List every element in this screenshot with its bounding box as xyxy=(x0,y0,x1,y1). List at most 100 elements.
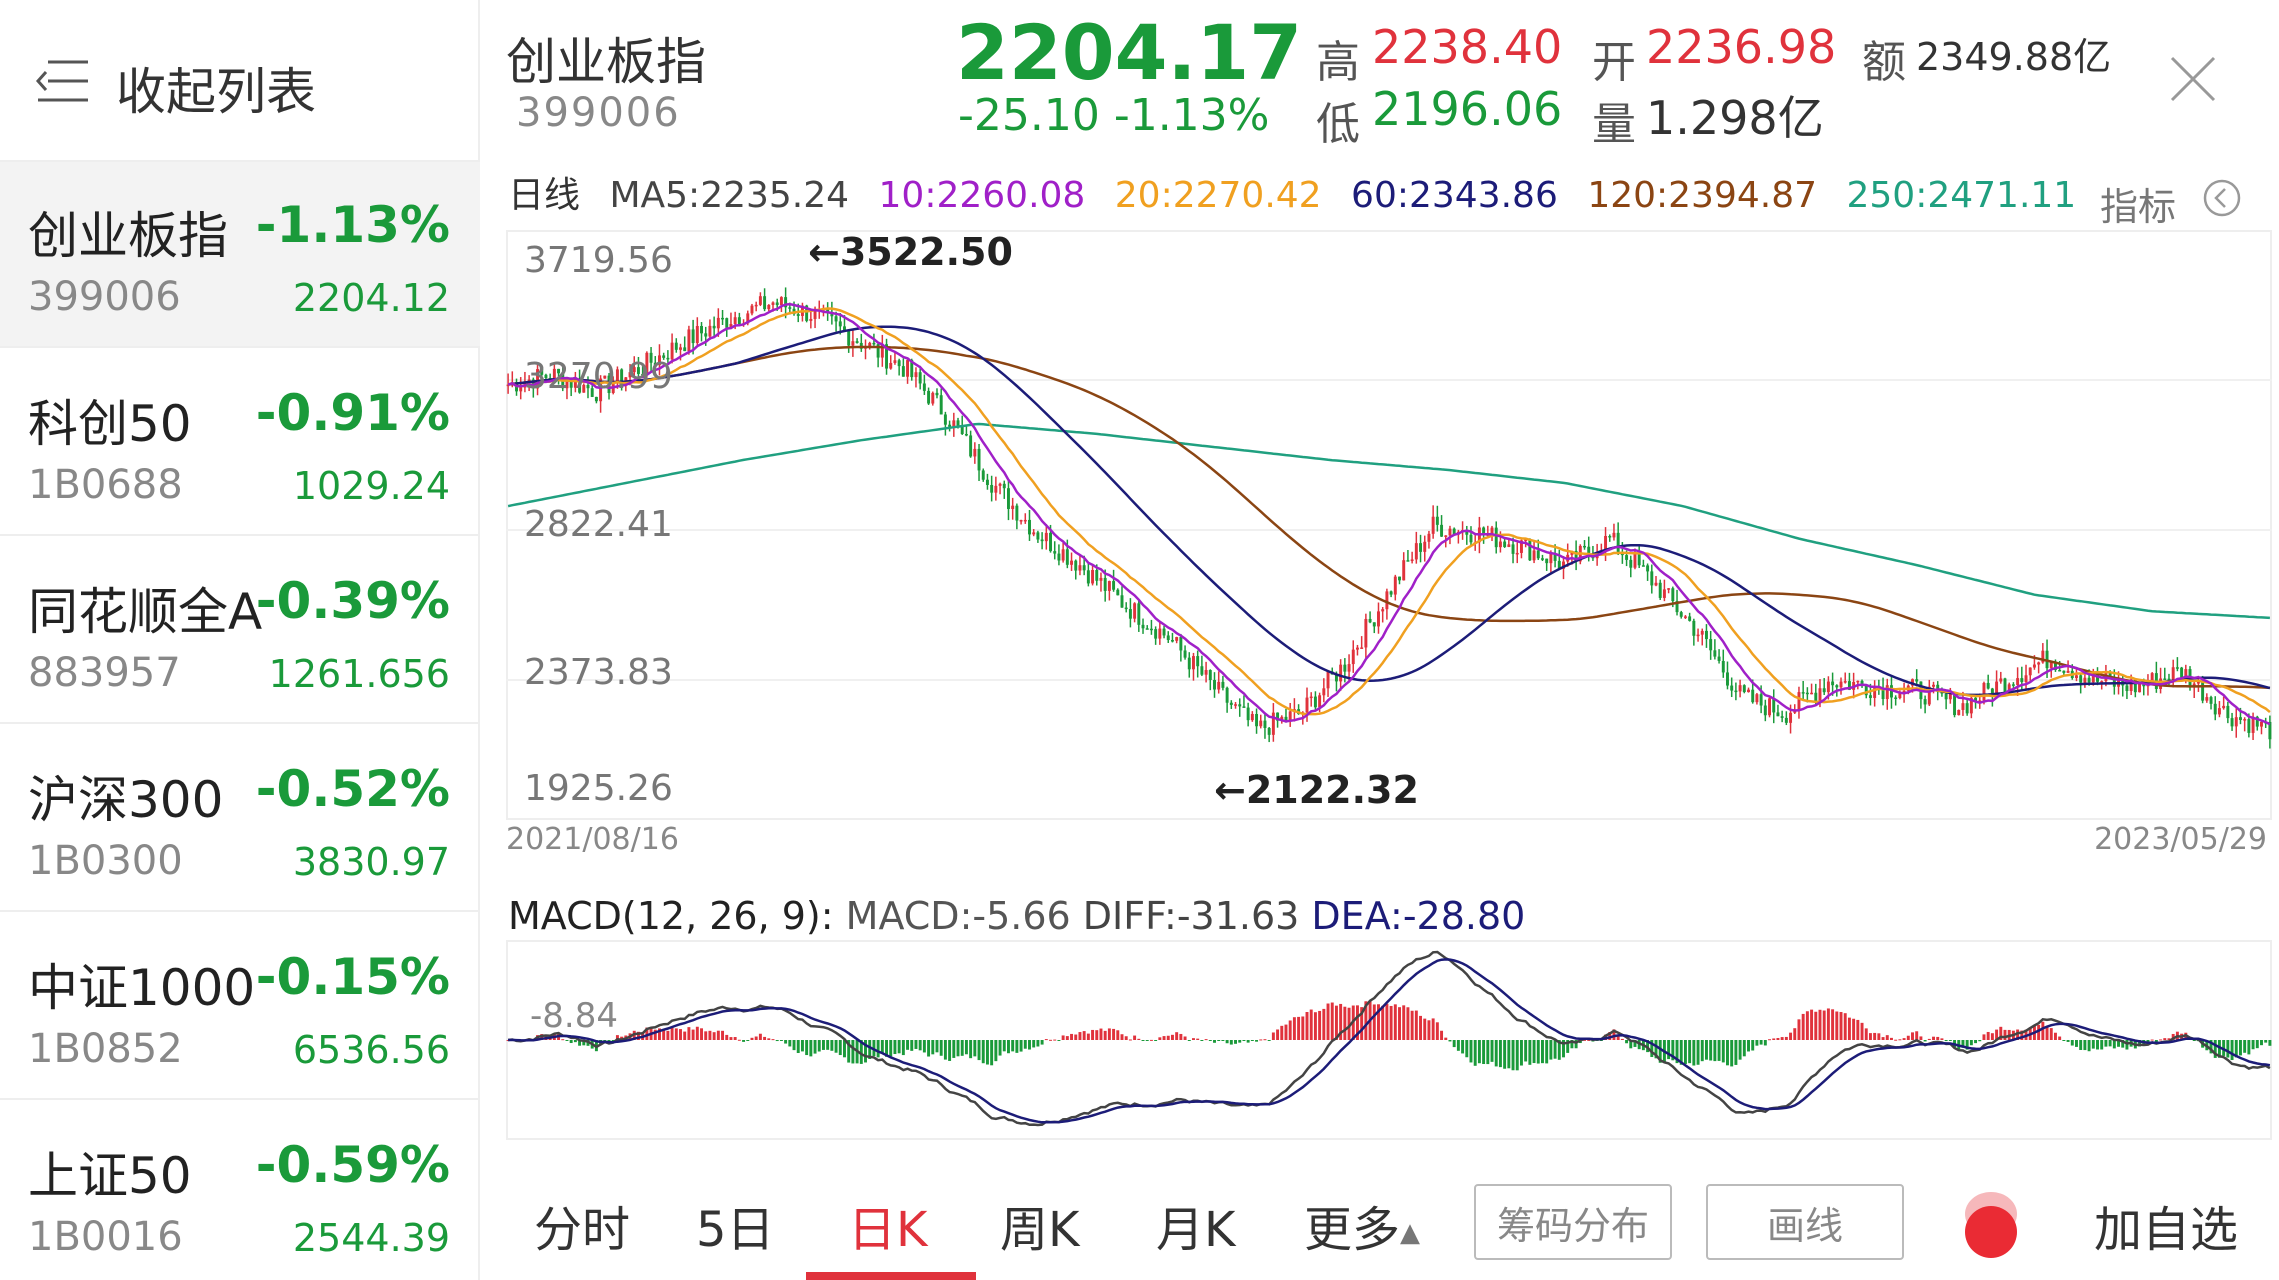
candle-body xyxy=(1784,717,1788,723)
tab-month-k[interactable]: 月K xyxy=(1156,1202,1236,1258)
macd-bar xyxy=(1721,1040,1725,1063)
candle-body xyxy=(1061,549,1065,561)
close-icon[interactable] xyxy=(2168,54,2218,104)
macd-bar xyxy=(985,1040,989,1065)
macd-bar xyxy=(885,1040,889,1057)
macd-bar xyxy=(935,1040,939,1053)
macd-bar xyxy=(708,1030,712,1040)
candle-body xyxy=(2150,673,2154,685)
candle-body xyxy=(729,324,733,328)
candle-body xyxy=(998,483,1002,486)
stock-item-sse50[interactable]: 上证50 1B0016 -0.59% 2544.39 xyxy=(0,1102,480,1280)
candle-body xyxy=(1494,527,1498,548)
candle-body xyxy=(1831,681,1835,686)
candle-body xyxy=(767,304,771,310)
macd-bar xyxy=(1276,1029,1280,1040)
chip-distribution-button[interactable]: 筹码分布 xyxy=(1474,1184,1672,1260)
macd-bar xyxy=(1990,1033,1994,1040)
candle-body xyxy=(1469,534,1473,543)
candle-body xyxy=(670,342,674,360)
candle-body xyxy=(2037,662,2041,665)
macd-bar xyxy=(1562,1040,1565,1058)
candle-body xyxy=(1023,519,1027,522)
candle-body xyxy=(1974,697,1978,702)
stock-item-csi1000[interactable]: 中证1000 1B0852 -0.15% 6536.56 xyxy=(0,914,480,1100)
candle-body xyxy=(615,369,619,384)
candle-body xyxy=(1049,532,1052,552)
kline-chart[interactable] xyxy=(506,230,2272,820)
macd-bar xyxy=(2159,1039,2163,1041)
macd-bar xyxy=(1444,1037,1448,1040)
macd-bar xyxy=(2234,1040,2238,1058)
tab-5day[interactable]: 5日 xyxy=(696,1202,775,1258)
macd-bar xyxy=(994,1040,998,1062)
candle-body xyxy=(754,304,758,307)
macd-bar xyxy=(1166,1035,1170,1040)
candle-body xyxy=(725,318,729,328)
candle-body xyxy=(880,344,884,358)
tab-week-k[interactable]: 周K xyxy=(1000,1202,1080,1258)
draw-line-button[interactable]: 画线 xyxy=(1706,1184,1904,1260)
volume-value: 1.298亿 xyxy=(1646,91,1824,145)
candle-body xyxy=(1700,630,1704,635)
macd-bar xyxy=(1692,1040,1696,1066)
candle-body xyxy=(2213,703,2217,715)
collapse-list-button[interactable]: 收起列表 xyxy=(0,0,480,162)
tab-more[interactable]: 更多▲ xyxy=(1304,1190,1420,1260)
macd-bar xyxy=(1355,1005,1359,1040)
macd-bar xyxy=(1477,1040,1481,1064)
stock-item-star50[interactable]: 科创50 1B0688 -0.91% 1029.24 xyxy=(0,350,480,536)
macd-bar xyxy=(2096,1040,2099,1050)
macd-bar xyxy=(1608,1032,1612,1040)
chevron-left-circle-icon[interactable] xyxy=(2202,178,2242,218)
macd-bar xyxy=(1965,1040,1969,1050)
candle-body xyxy=(1490,527,1494,535)
macd-bar xyxy=(2217,1040,2221,1058)
candle-body xyxy=(952,420,956,427)
stock-change-pct: -1.13% xyxy=(255,196,450,254)
candle-body xyxy=(1536,550,1540,559)
candle-body xyxy=(1789,712,1793,723)
macd-bar xyxy=(2264,1040,2268,1043)
candle-body xyxy=(1881,688,1885,700)
candle-body xyxy=(2243,719,2247,721)
y-tick-label: 2822.41 xyxy=(524,504,673,545)
macd-bar xyxy=(1671,1040,1675,1061)
tab-intraday[interactable]: 分时 xyxy=(534,1202,631,1258)
indicator-button[interactable]: 指标 xyxy=(2100,185,2177,229)
candle-body xyxy=(1776,712,1780,717)
stock-item-csi300[interactable]: 沪深300 1B0300 -0.52% 3830.97 xyxy=(0,726,480,912)
add-favorite-button[interactable]: 加自选 xyxy=(2094,1202,2239,1258)
stock-item-chinext[interactable]: 创业板指 399006 -1.13% 2204.12 xyxy=(0,162,480,348)
candle-body xyxy=(1835,685,1839,688)
stock-item-ths-all-a[interactable]: 同花顺全A 883957 -0.39% 1261.656 xyxy=(0,538,480,724)
candle-body xyxy=(1440,524,1444,537)
macd-chart[interactable] xyxy=(506,940,2272,1140)
macd-bar xyxy=(767,1038,771,1040)
candle-body xyxy=(964,433,968,436)
record-icon[interactable] xyxy=(1962,1190,2020,1260)
macd-bar xyxy=(1532,1040,1536,1064)
macd-bar xyxy=(1339,1003,1343,1040)
macd-bar xyxy=(1120,1034,1124,1040)
macd-bar xyxy=(859,1040,863,1064)
macd-bar xyxy=(1831,1009,1835,1040)
candle-body xyxy=(1116,589,1120,596)
candle-body xyxy=(1927,686,1931,705)
candle-body xyxy=(1334,674,1338,682)
candle-body xyxy=(1717,656,1721,661)
macd-bar xyxy=(1776,1037,1780,1040)
candle-body xyxy=(2255,716,2259,727)
low-value: 2196.06 xyxy=(1372,82,1563,136)
candle-body xyxy=(1242,706,1246,708)
open-label: 开 xyxy=(1592,37,1636,88)
macd-bar xyxy=(658,1028,661,1040)
tab-day-k[interactable]: 日K xyxy=(848,1202,928,1258)
macd-bar xyxy=(758,1033,762,1040)
candle-body xyxy=(2129,679,2133,692)
macd-bar xyxy=(1078,1032,1082,1040)
y-tick-label: 3719.56 xyxy=(524,240,673,281)
candle-body xyxy=(939,395,943,415)
macd-bar xyxy=(573,1040,577,1043)
candle-body xyxy=(2100,681,2104,683)
